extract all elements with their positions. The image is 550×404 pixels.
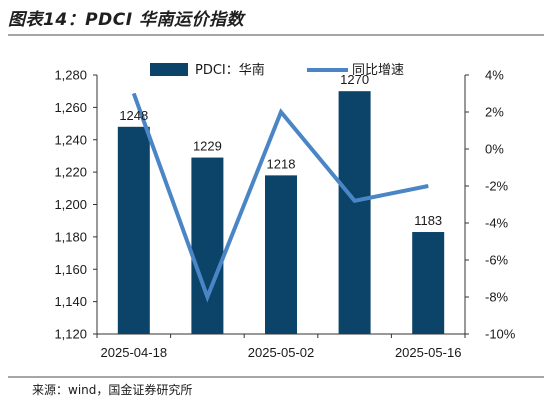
y-left-tick-label: 1,160 <box>54 262 87 277</box>
y-left-tick-label: 1,180 <box>54 229 87 244</box>
bar-data-label: 1248 <box>119 108 148 123</box>
legend-label-line: 同比增速 <box>352 63 404 78</box>
y-right-tick-label: -6% <box>485 253 509 268</box>
chart-title: 图表14：PDCI 华南运价指数 <box>8 10 244 30</box>
bar <box>117 126 150 334</box>
yoy-point <box>206 296 208 298</box>
yoy-point <box>427 185 429 187</box>
y-left-tick-label: 1,280 <box>54 68 87 83</box>
legend-swatch-bar <box>150 63 188 76</box>
yoy-point <box>354 200 356 202</box>
bar-data-label: 1270 <box>340 72 369 87</box>
bar-data-label: 1218 <box>267 156 296 171</box>
y-left-tick-label: 1,200 <box>54 197 87 212</box>
yoy-point <box>133 93 135 94</box>
y-right-tick-label: 0% <box>485 142 504 157</box>
y-right-tick-label: -8% <box>485 290 509 305</box>
bar <box>338 91 371 334</box>
bar-data-label: 1229 <box>193 139 222 154</box>
bar-data-label: 1183 <box>414 213 442 228</box>
y-right-tick-label: -10% <box>485 327 516 342</box>
legend-label-bar: PDCI：华南 <box>195 62 265 78</box>
footer-divider <box>8 376 544 378</box>
y-left-tick-label: 1,260 <box>54 100 87 115</box>
title-divider <box>8 34 544 36</box>
y-left-tick-label: 1,140 <box>54 294 87 309</box>
yoy-point <box>280 111 282 113</box>
x-tick-label: 2025-04-18 <box>101 345 168 360</box>
bar <box>412 232 445 334</box>
source-note: 来源：wind，国金证券研究所 <box>32 383 193 397</box>
y-left-tick-label: 1,120 <box>54 327 87 342</box>
x-tick-label: 2025-05-02 <box>248 345 315 360</box>
bar <box>191 157 224 334</box>
y-left-tick-label: 1,220 <box>54 165 87 180</box>
y-right-tick-label: 4% <box>485 68 504 83</box>
bar <box>265 175 297 334</box>
y-right-tick-label: -2% <box>485 179 509 194</box>
y-right-tick-label: -4% <box>485 216 509 231</box>
x-tick-label: 2025-05-16 <box>395 345 462 360</box>
y-left-tick-label: 1,240 <box>54 132 87 147</box>
y-right-tick-label: 2% <box>485 105 504 120</box>
